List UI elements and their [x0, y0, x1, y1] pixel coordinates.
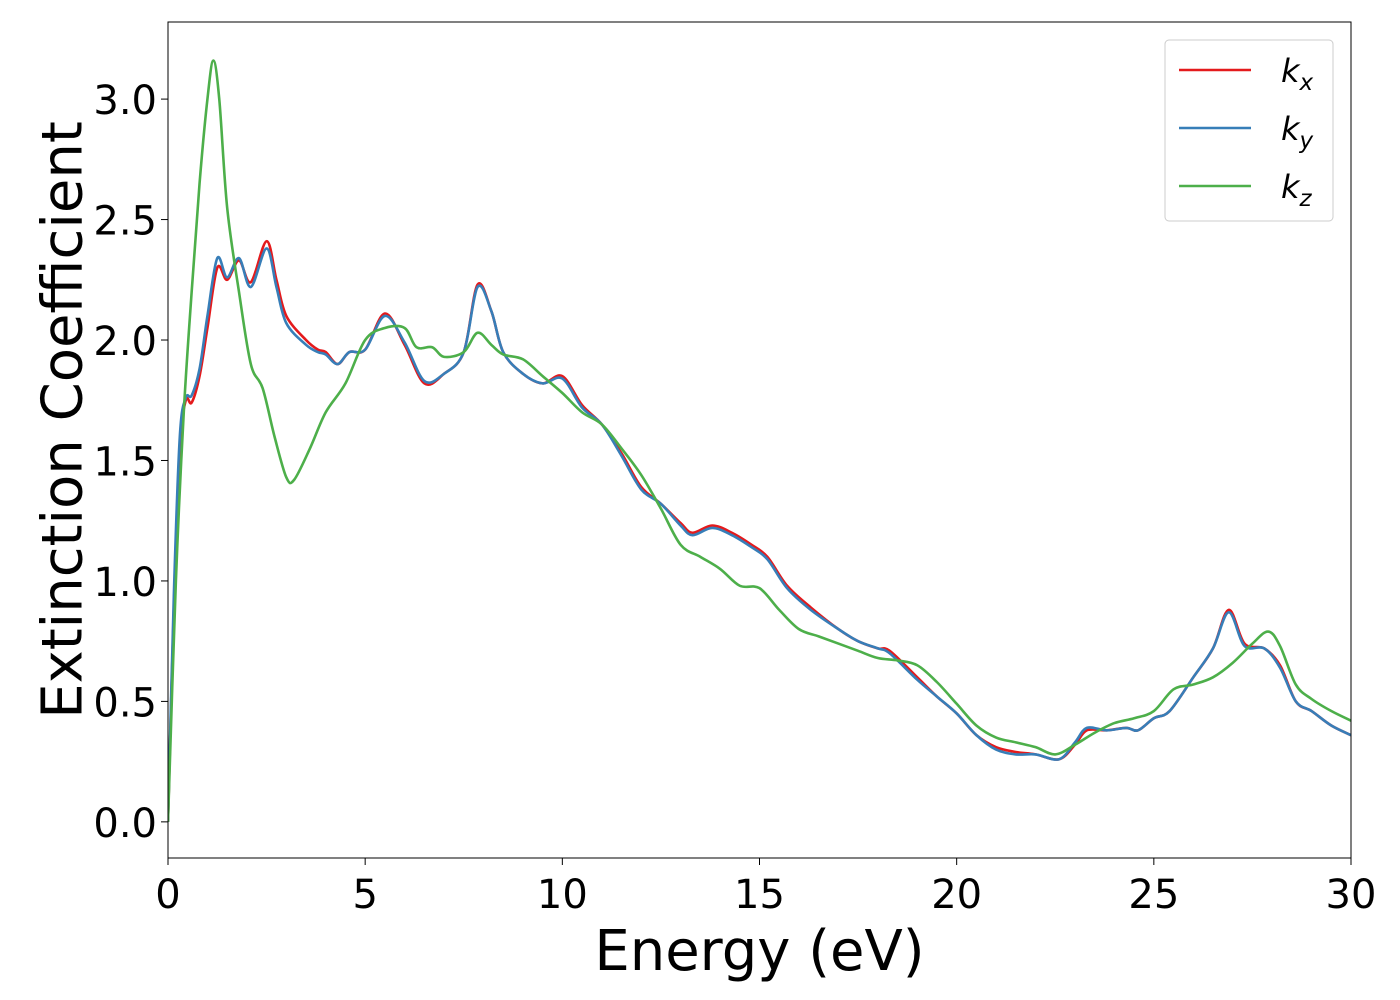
legend: kx ky kz [1164, 39, 1334, 222]
y-tick-label: 1.0 [93, 560, 157, 606]
legend-entry-k-x: kx [1179, 52, 1314, 96]
x-tick-label: 20 [931, 872, 982, 918]
legend-entry-k-z: kz [1179, 168, 1313, 212]
y-tick-label: 2.5 [93, 199, 157, 245]
x-tick-label: 15 [734, 872, 785, 918]
axis-ticks: 0 5 10 15 20 25 30 0.0 0.5 1.0 1.5 2.0 2.5 3.0 [93, 78, 1376, 918]
y-tick-label: 0.0 [93, 801, 157, 847]
series-lines [168, 59, 1351, 822]
legend-label: kz [1281, 168, 1313, 212]
x-tick-label: 0 [155, 872, 180, 918]
y-axis-title: Extinction Coefficient [31, 121, 96, 719]
x-axis-title: Energy (eV) [594, 919, 924, 984]
x-tick-label: 10 [537, 872, 588, 918]
y-tick-label: 1.5 [93, 439, 157, 485]
x-tick-label: 25 [1128, 872, 1179, 918]
legend-box [1164, 39, 1334, 222]
series-line-k-x [168, 239, 1351, 822]
y-tick-label: 0.5 [93, 680, 157, 726]
x-tick-label: 5 [352, 872, 377, 918]
series-line-k-z [168, 59, 1351, 822]
series-line-k-y [168, 247, 1351, 822]
y-tick-label: 3.0 [93, 78, 157, 124]
legend-label: ky [1281, 110, 1314, 154]
x-tick-label: 30 [1326, 872, 1377, 918]
legend-label: kx [1281, 52, 1314, 96]
legend-entry-k-y: ky [1179, 110, 1314, 154]
y-tick-label: 2.0 [93, 319, 157, 365]
